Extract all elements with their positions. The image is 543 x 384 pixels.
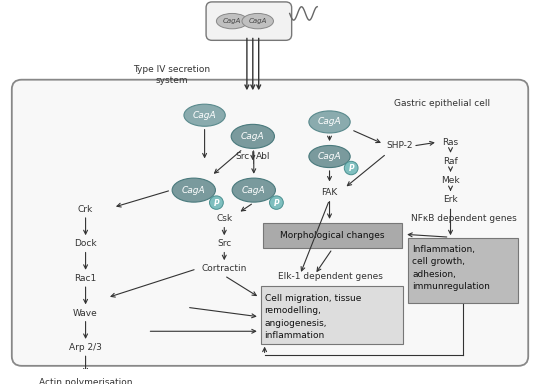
Text: Crk: Crk bbox=[78, 205, 93, 214]
FancyArrowPatch shape bbox=[214, 151, 241, 173]
FancyArrowPatch shape bbox=[257, 38, 261, 89]
FancyArrowPatch shape bbox=[84, 252, 87, 269]
Circle shape bbox=[344, 161, 358, 175]
Text: P: P bbox=[274, 199, 279, 208]
FancyArrowPatch shape bbox=[353, 131, 380, 142]
FancyArrowPatch shape bbox=[111, 270, 194, 297]
Circle shape bbox=[269, 196, 283, 209]
Text: Elk-1 dependent genes: Elk-1 dependent genes bbox=[279, 272, 383, 281]
FancyArrowPatch shape bbox=[242, 204, 251, 211]
FancyBboxPatch shape bbox=[12, 80, 528, 366]
Text: Inflammation,: Inflammation, bbox=[412, 245, 475, 254]
Text: CagA: CagA bbox=[318, 118, 342, 126]
Ellipse shape bbox=[217, 13, 248, 29]
Text: Src: Src bbox=[236, 152, 250, 161]
Text: Cortractin: Cortractin bbox=[201, 264, 247, 273]
Ellipse shape bbox=[232, 178, 275, 202]
FancyBboxPatch shape bbox=[263, 223, 402, 248]
FancyArrowPatch shape bbox=[416, 141, 434, 146]
Text: Mek: Mek bbox=[441, 176, 460, 185]
Ellipse shape bbox=[309, 146, 350, 167]
Circle shape bbox=[210, 196, 223, 209]
Text: remodelling,: remodelling, bbox=[264, 306, 321, 315]
Text: Ras: Ras bbox=[443, 137, 459, 147]
FancyArrowPatch shape bbox=[251, 152, 255, 159]
FancyArrowPatch shape bbox=[348, 156, 384, 185]
FancyBboxPatch shape bbox=[408, 238, 519, 303]
FancyArrowPatch shape bbox=[317, 251, 331, 271]
FancyArrowPatch shape bbox=[150, 329, 256, 333]
Text: SHP-2: SHP-2 bbox=[387, 141, 413, 151]
Ellipse shape bbox=[242, 13, 274, 29]
FancyArrowPatch shape bbox=[84, 218, 87, 234]
Ellipse shape bbox=[184, 104, 225, 126]
Text: CagA: CagA bbox=[242, 185, 266, 195]
Text: Erk: Erk bbox=[443, 195, 458, 204]
FancyArrowPatch shape bbox=[203, 129, 206, 157]
FancyArrowPatch shape bbox=[251, 38, 255, 89]
FancyArrowPatch shape bbox=[117, 191, 168, 207]
Text: Abl: Abl bbox=[256, 152, 271, 161]
Text: CagA: CagA bbox=[193, 111, 217, 120]
Text: NFκB dependent genes: NFκB dependent genes bbox=[411, 214, 517, 223]
Text: CagA: CagA bbox=[318, 152, 342, 161]
Text: Actin polymerisation: Actin polymerisation bbox=[39, 377, 132, 384]
FancyArrowPatch shape bbox=[327, 202, 331, 218]
Text: Arp 2/3: Arp 2/3 bbox=[69, 343, 102, 352]
Text: adhesion,: adhesion, bbox=[412, 270, 456, 279]
FancyBboxPatch shape bbox=[261, 286, 403, 344]
Text: CagA: CagA bbox=[223, 18, 241, 24]
Text: angiogenesis,: angiogenesis, bbox=[264, 319, 327, 328]
FancyArrowPatch shape bbox=[245, 38, 249, 89]
Text: CagA: CagA bbox=[249, 18, 267, 24]
FancyArrowPatch shape bbox=[327, 136, 331, 140]
Text: Dock: Dock bbox=[74, 239, 97, 248]
FancyArrowPatch shape bbox=[84, 356, 87, 372]
Text: CagA: CagA bbox=[241, 132, 264, 141]
FancyArrowPatch shape bbox=[222, 252, 226, 259]
FancyArrowPatch shape bbox=[449, 209, 452, 234]
Text: CagA: CagA bbox=[182, 185, 206, 195]
FancyBboxPatch shape bbox=[206, 2, 292, 40]
Text: inflammation: inflammation bbox=[264, 331, 325, 340]
Text: immunregulation: immunregulation bbox=[412, 282, 490, 291]
FancyArrowPatch shape bbox=[327, 171, 331, 180]
Text: Raf: Raf bbox=[443, 157, 458, 166]
FancyArrowPatch shape bbox=[84, 321, 87, 338]
FancyArrowPatch shape bbox=[222, 227, 226, 234]
FancyArrowPatch shape bbox=[190, 308, 256, 318]
FancyArrowPatch shape bbox=[263, 348, 267, 353]
FancyArrowPatch shape bbox=[301, 202, 329, 271]
Ellipse shape bbox=[172, 178, 216, 202]
Text: FAK: FAK bbox=[321, 187, 338, 197]
Text: Gastric epithelial cell: Gastric epithelial cell bbox=[394, 99, 490, 108]
FancyArrowPatch shape bbox=[252, 152, 256, 173]
Text: P: P bbox=[213, 199, 219, 208]
Text: Cell migration, tissue: Cell migration, tissue bbox=[264, 294, 361, 303]
FancyArrowPatch shape bbox=[408, 233, 447, 237]
FancyArrowPatch shape bbox=[226, 277, 256, 296]
Text: Rac1: Rac1 bbox=[74, 274, 97, 283]
FancyArrowPatch shape bbox=[449, 186, 452, 190]
Text: P: P bbox=[349, 164, 354, 173]
FancyArrowPatch shape bbox=[449, 147, 452, 152]
Text: Wave: Wave bbox=[73, 308, 98, 318]
FancyArrowPatch shape bbox=[84, 287, 87, 303]
Ellipse shape bbox=[309, 111, 350, 133]
Text: Type IV secretion
system: Type IV secretion system bbox=[134, 65, 211, 85]
Text: Morphological changes: Morphological changes bbox=[280, 231, 385, 240]
FancyArrowPatch shape bbox=[449, 167, 452, 171]
Text: Src: Src bbox=[217, 239, 231, 248]
Text: Csk: Csk bbox=[216, 214, 232, 223]
Ellipse shape bbox=[231, 124, 274, 148]
Text: cell growth,: cell growth, bbox=[412, 257, 465, 266]
